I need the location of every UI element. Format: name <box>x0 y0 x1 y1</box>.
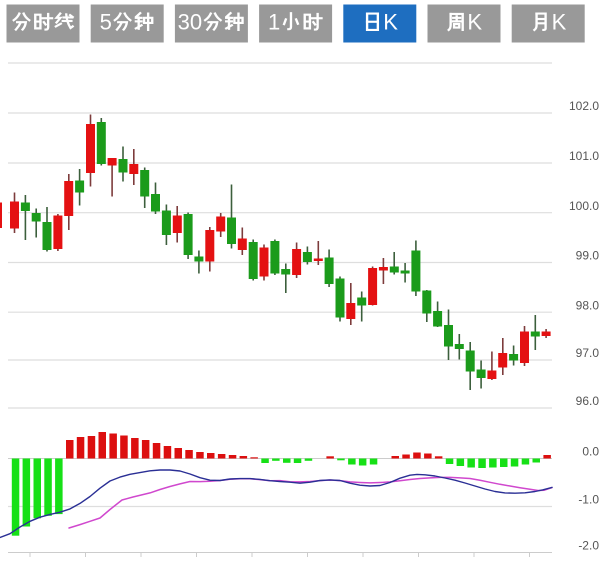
svg-text:K: K <box>552 10 567 35</box>
svg-text:101.0: 101.0 <box>569 149 599 163</box>
svg-text:K: K <box>467 10 482 35</box>
svg-text:1: 1 <box>268 10 280 35</box>
svg-text:0: 0 <box>190 10 202 35</box>
svg-text:100.0: 100.0 <box>569 199 599 213</box>
svg-text:0.0: 0.0 <box>582 445 599 459</box>
svg-text:-2.0: -2.0 <box>578 539 599 553</box>
svg-text:5: 5 <box>100 10 112 35</box>
svg-text:99.0: 99.0 <box>576 249 600 263</box>
svg-text:3: 3 <box>178 10 190 35</box>
svg-text:98.0: 98.0 <box>576 298 600 312</box>
svg-text:97.0: 97.0 <box>576 346 600 360</box>
svg-text:96.0: 96.0 <box>576 394 600 408</box>
svg-text:-1.0: -1.0 <box>578 493 599 507</box>
svg-text:102.0: 102.0 <box>569 99 599 113</box>
svg-text:K: K <box>383 10 398 35</box>
